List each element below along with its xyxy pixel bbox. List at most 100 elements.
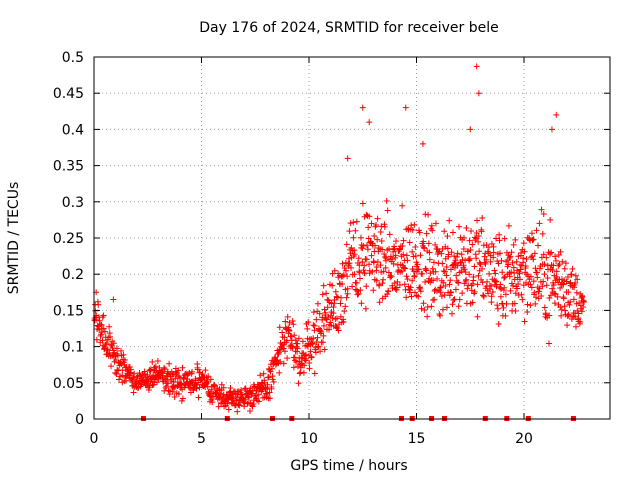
- data-point: [331, 267, 338, 274]
- data-point: [488, 283, 495, 290]
- data-point: [420, 238, 427, 245]
- data-point: [359, 200, 366, 207]
- data-point: [351, 271, 358, 278]
- data-point: [568, 271, 575, 278]
- data-point: [324, 304, 331, 311]
- data-point: [145, 387, 152, 394]
- data-point: [264, 381, 271, 388]
- data-point: [346, 260, 353, 267]
- data-point: [268, 385, 275, 392]
- data-point: [447, 266, 454, 273]
- data-point: [246, 407, 253, 414]
- data-point: [116, 376, 123, 383]
- data-point: [199, 370, 206, 377]
- data-point: [294, 348, 301, 355]
- data-point: [102, 328, 109, 335]
- data-point: [344, 273, 351, 280]
- data-point: [290, 321, 297, 328]
- data-point: [326, 326, 333, 333]
- data-point: [269, 376, 276, 383]
- data-point: [542, 311, 549, 318]
- data-point: [447, 277, 454, 284]
- data-point: [423, 230, 430, 237]
- data-point: [346, 228, 353, 235]
- data-point: [357, 287, 364, 294]
- data-point: [567, 298, 574, 305]
- data-point: [355, 290, 362, 297]
- data-point: [530, 278, 537, 285]
- data-point: [539, 230, 546, 237]
- data-point: [478, 228, 485, 235]
- data-point: [250, 401, 257, 408]
- data-point: [561, 265, 568, 272]
- data-point: [511, 300, 518, 307]
- data-point: [458, 251, 465, 258]
- data-point: [307, 348, 314, 355]
- data-point: [258, 388, 265, 395]
- data-point: [144, 377, 151, 384]
- data-point: [160, 364, 167, 371]
- data-point: [193, 385, 200, 392]
- data-point: [547, 292, 554, 299]
- data-point: [454, 250, 461, 257]
- data-point: [553, 268, 560, 275]
- data-point: [396, 246, 403, 253]
- data-point: [455, 303, 462, 310]
- data-point: [431, 296, 438, 303]
- data-point: [387, 253, 394, 260]
- data-point: [458, 268, 465, 275]
- data-point: [207, 376, 214, 383]
- data-point: [538, 206, 545, 213]
- data-point: [473, 63, 480, 70]
- data-point: [474, 281, 481, 288]
- data-point: [511, 276, 518, 283]
- data-point: [363, 256, 370, 263]
- data-point: [313, 316, 320, 323]
- data-point: [463, 276, 470, 283]
- data-point: [323, 316, 330, 323]
- data-point: [530, 256, 537, 263]
- data-point: [550, 262, 557, 269]
- data-point: [350, 219, 357, 226]
- data-point: [330, 304, 337, 311]
- data-point: [399, 202, 406, 209]
- data-point: [377, 229, 384, 236]
- data-point: [378, 269, 385, 276]
- data-point: [281, 334, 288, 341]
- data-point: [501, 274, 508, 281]
- data-point: [390, 246, 397, 253]
- data-point: [429, 227, 436, 234]
- data-point: [387, 272, 394, 279]
- data-point: [160, 372, 167, 379]
- data-point: [551, 300, 558, 307]
- data-point: [514, 285, 521, 292]
- data-point: [161, 366, 168, 373]
- data-point: [459, 290, 466, 297]
- data-point: [558, 312, 565, 319]
- data-point: [490, 249, 497, 256]
- data-point: [389, 256, 396, 263]
- data-point: [410, 268, 417, 275]
- data-point: [114, 366, 121, 373]
- data-point: [372, 242, 379, 249]
- data-point: [260, 370, 267, 377]
- data-point: [129, 377, 136, 384]
- data-point: [487, 258, 494, 265]
- data-point: [119, 367, 126, 374]
- data-point: [519, 296, 526, 303]
- data-point: [225, 396, 232, 403]
- data-point: [435, 249, 442, 256]
- data-point: [540, 251, 547, 258]
- data-point: [333, 315, 340, 322]
- data-point: [580, 297, 587, 304]
- data-point: [448, 289, 455, 296]
- data-point: [371, 232, 378, 239]
- x-tick-label: 5: [197, 431, 206, 447]
- data-point: [536, 265, 543, 272]
- data-point: [572, 279, 579, 286]
- data-point: [532, 300, 539, 307]
- data-point: [373, 277, 380, 284]
- x-tick-label: 10: [300, 431, 318, 447]
- data-point: [482, 260, 489, 267]
- data-point: [236, 402, 243, 409]
